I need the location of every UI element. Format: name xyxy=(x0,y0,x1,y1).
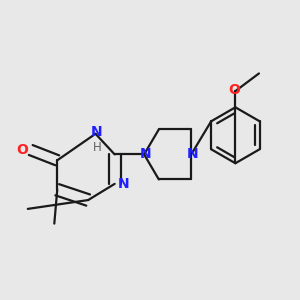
Text: N: N xyxy=(140,146,152,161)
Text: N: N xyxy=(118,177,129,191)
Text: N: N xyxy=(91,125,103,139)
Text: N: N xyxy=(187,146,199,161)
Text: O: O xyxy=(228,83,240,97)
Text: H: H xyxy=(93,141,101,154)
Text: O: O xyxy=(16,143,28,157)
